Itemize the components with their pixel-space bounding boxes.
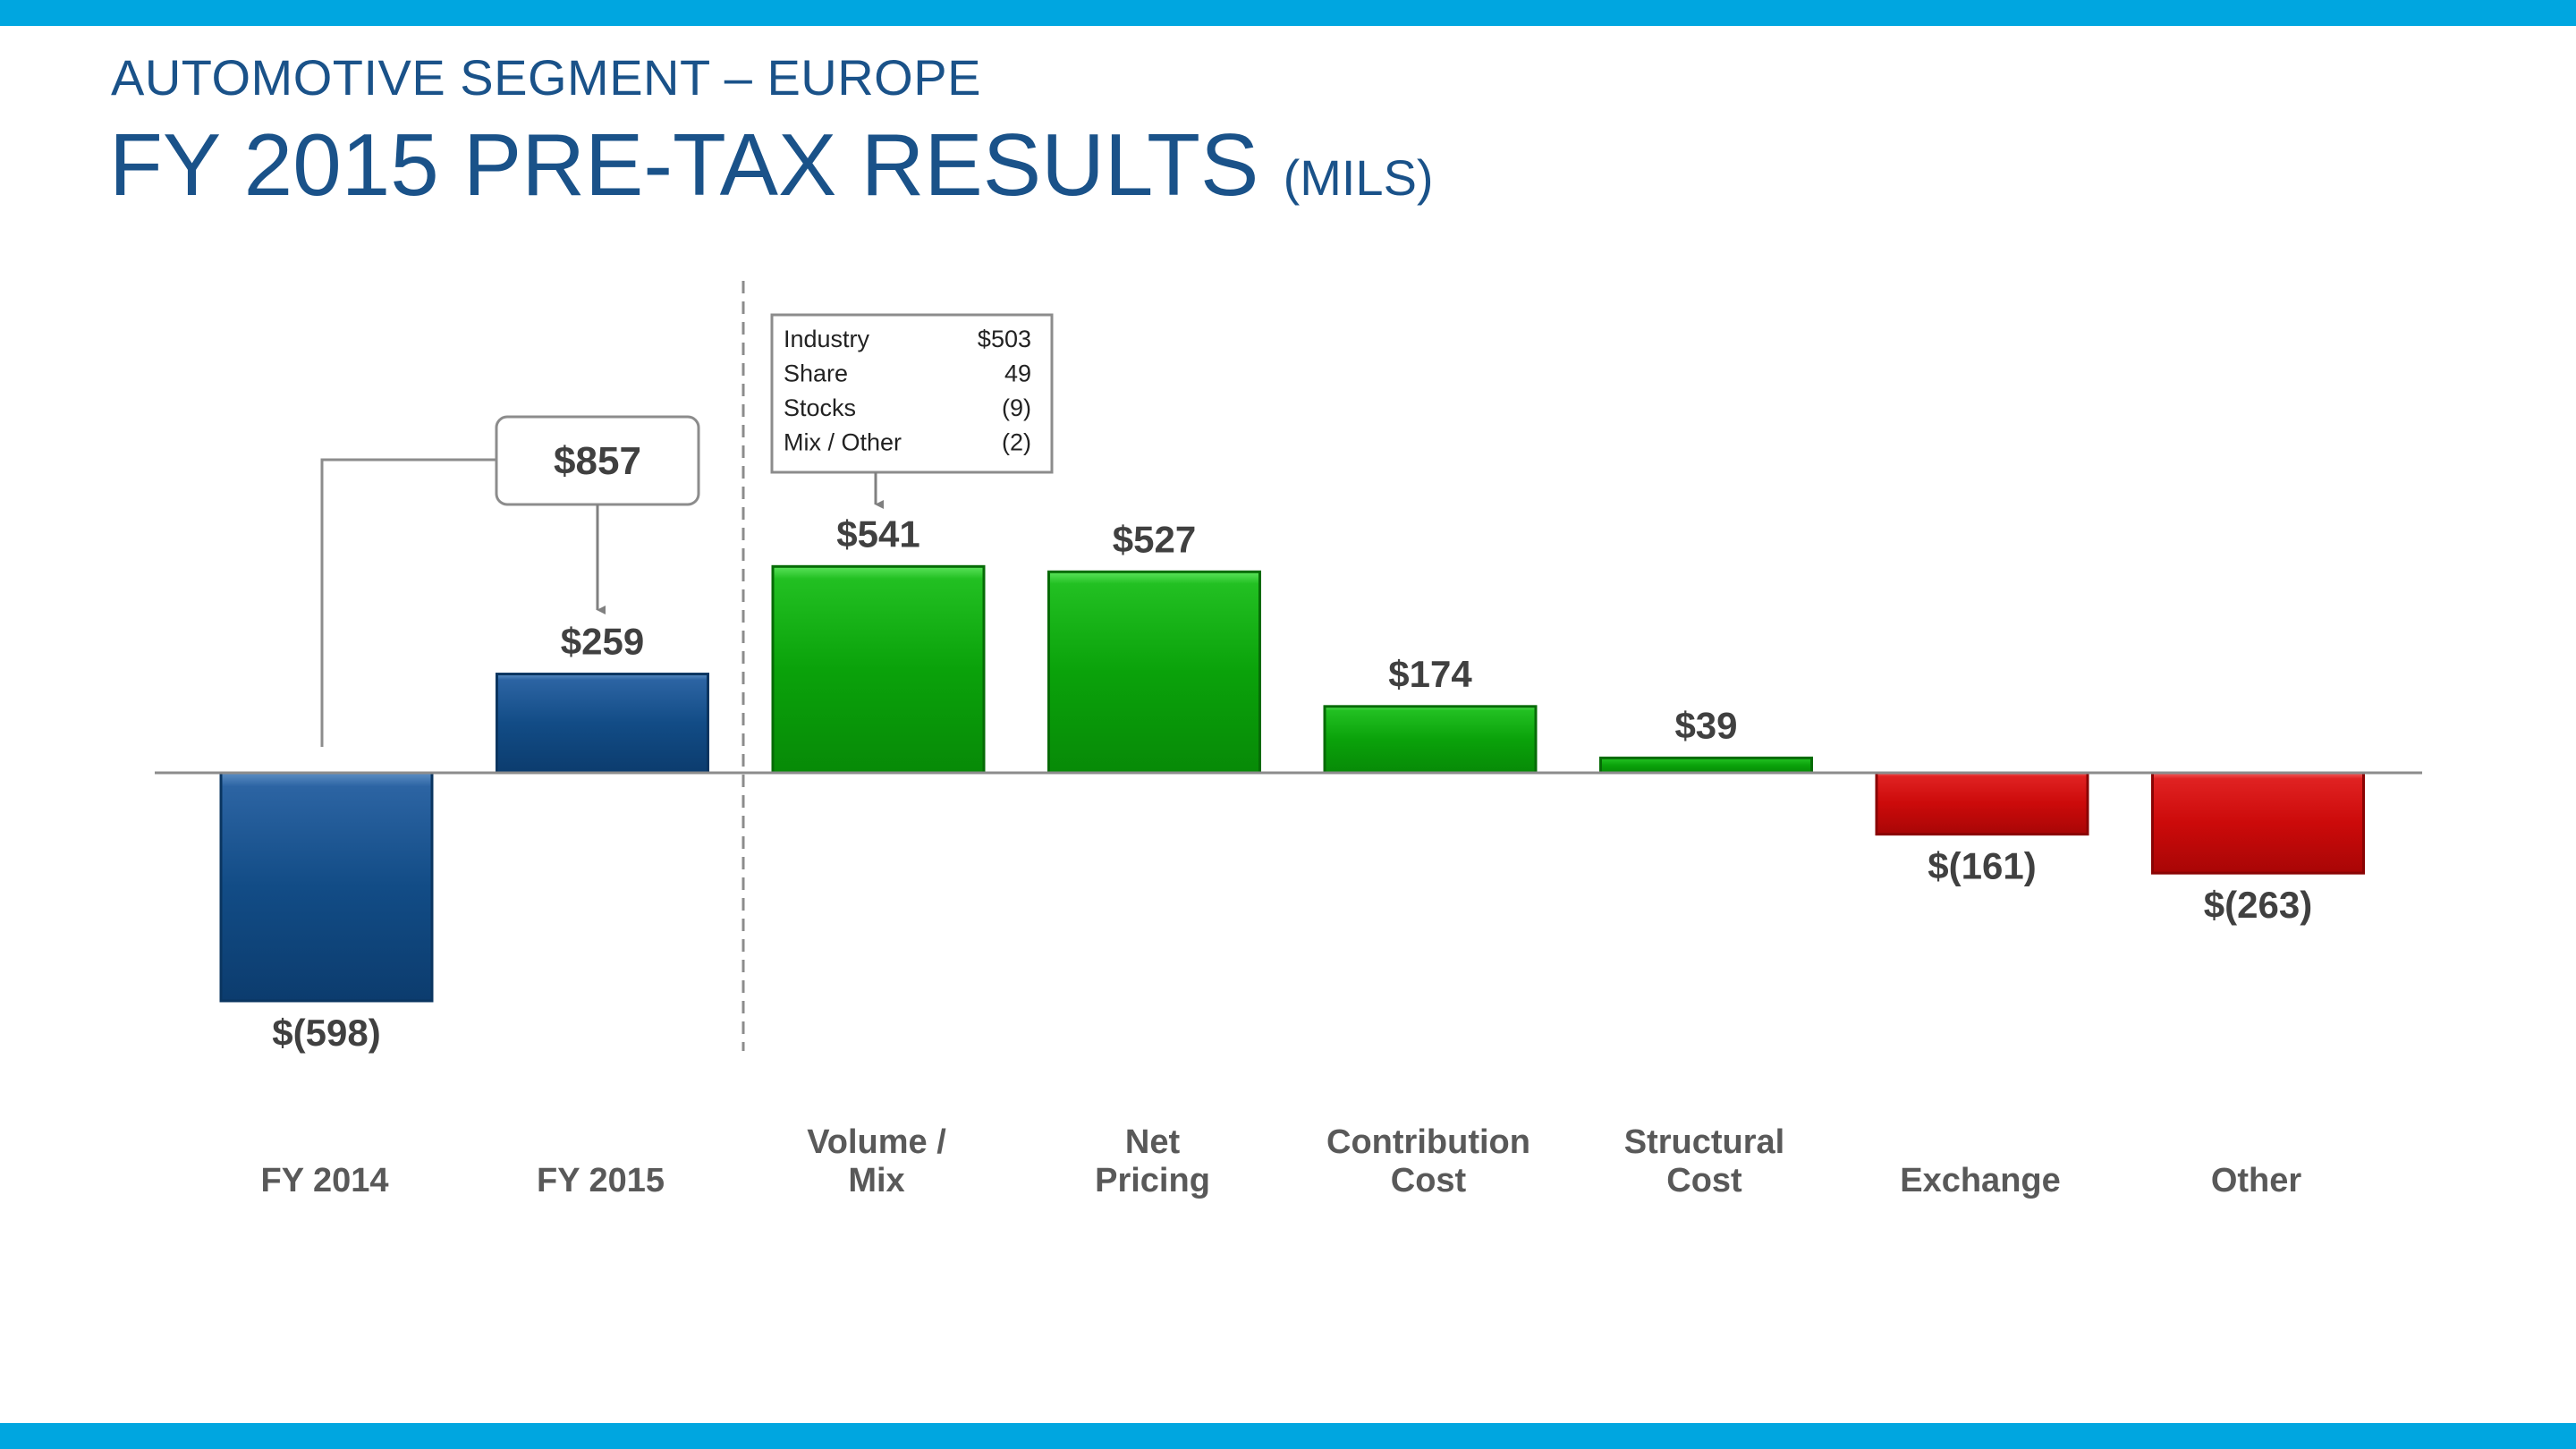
data-label-4: $174 [1388, 653, 1472, 695]
category-label-4-0: Contribution [1326, 1123, 1530, 1161]
detail-row-value-0: $503 [978, 326, 1031, 352]
data-label-7: $(263) [2204, 884, 2312, 926]
data-label-6: $(161) [1928, 845, 2036, 887]
category-label-3-0: Net [1125, 1123, 1181, 1161]
slide-subtitle: AUTOMOTIVE SEGMENT – EUROPE [111, 49, 981, 106]
title-unit: (MILS) [1283, 149, 1434, 206]
bar-7 [2151, 771, 2365, 875]
category-label-7-0: Other [2211, 1162, 2302, 1199]
category-label-5-0: Structural [1624, 1123, 1784, 1161]
data-label-3: $527 [1113, 518, 1196, 560]
volume-mix-detail-box [770, 313, 1054, 474]
category-label-5-1: Cost [1666, 1162, 1742, 1199]
bar-2 [771, 564, 986, 775]
detail-row-name-1: Share [784, 360, 848, 387]
bar-5 [1599, 756, 1813, 775]
bar-0 [219, 771, 434, 1003]
detail-row-name-0: Industry [784, 326, 870, 352]
bottom-accent-band [0, 1423, 2576, 1449]
bar-4 [1323, 705, 1538, 775]
improvement-callout-label: $857 [554, 439, 641, 483]
category-label-1-0: FY 2015 [537, 1162, 665, 1199]
data-label-0: $(598) [272, 1012, 380, 1054]
data-label-1: $259 [561, 621, 644, 663]
category-label-0-0: FY 2014 [261, 1162, 389, 1199]
category-label-2-1: Mix [848, 1162, 904, 1199]
category-label-4-1: Cost [1391, 1162, 1467, 1199]
title-text: FY 2015 PRE-TAX RESULTS [109, 115, 1259, 214]
category-label-2-0: Volume / [807, 1123, 946, 1161]
improvement-connector-line [320, 458, 496, 747]
bar-1 [496, 673, 709, 775]
detail-row-value-3: (2) [1002, 429, 1031, 456]
detail-row-name-2: Stocks [784, 394, 856, 421]
slide-title: FY 2015 PRE-TAX RESULTS (MILS) [109, 114, 1434, 216]
category-label-3-1: Pricing [1095, 1162, 1210, 1199]
data-label-5: $39 [1674, 704, 1737, 746]
category-label-6-0: Exchange [1900, 1162, 2061, 1199]
data-label-2: $541 [836, 513, 919, 555]
bar-6 [1875, 771, 2089, 836]
detail-row-value-1: 49 [1004, 360, 1031, 387]
top-accent-band [0, 0, 2576, 26]
detail-row-name-3: Mix / Other [784, 429, 902, 456]
bar-3 [1047, 570, 1261, 775]
detail-row-value-2: (9) [1002, 394, 1031, 421]
